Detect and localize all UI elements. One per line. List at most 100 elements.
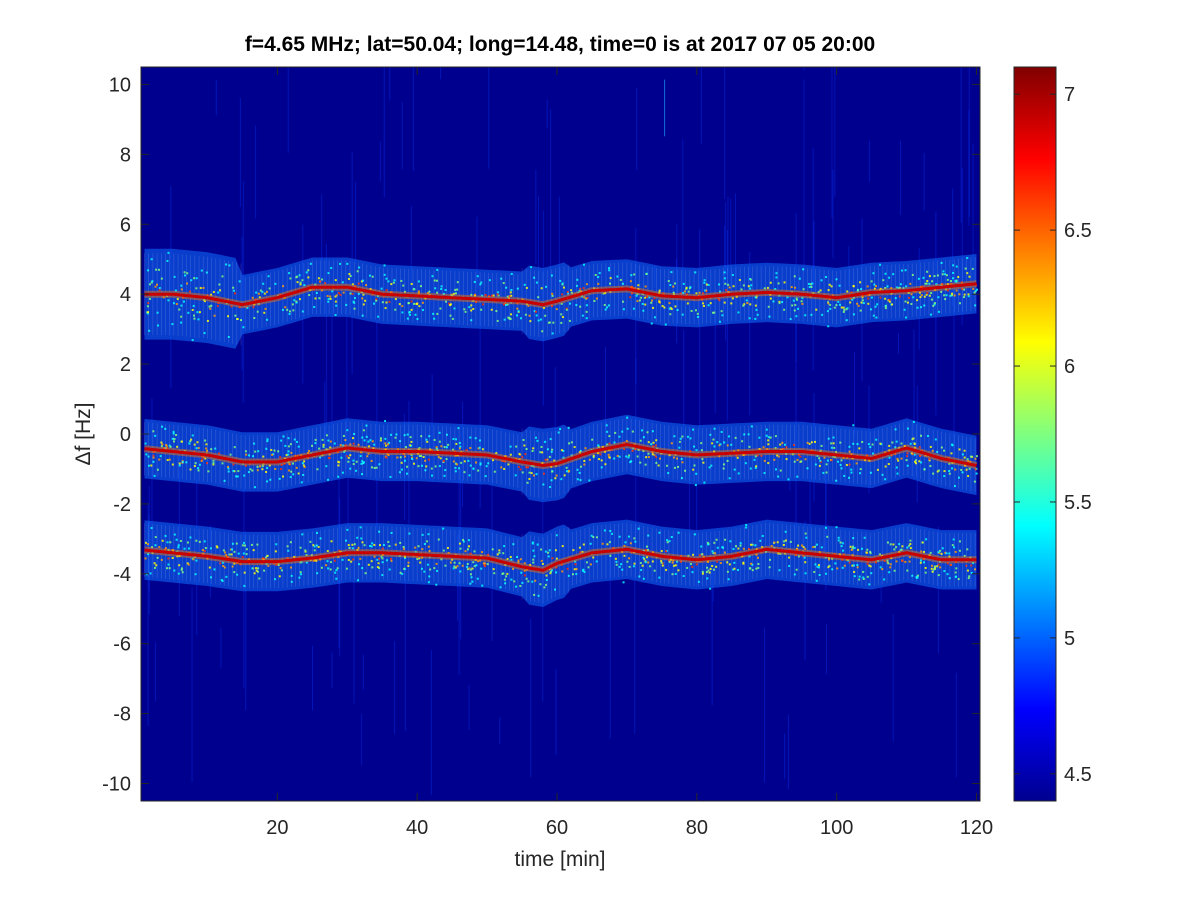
band-speckle <box>151 280 154 283</box>
band-speckle <box>303 460 306 463</box>
band-speckle <box>229 453 232 456</box>
band-speckle <box>918 291 921 294</box>
band-speckle <box>355 469 358 472</box>
band-speckle <box>900 269 903 272</box>
band-speckle <box>390 531 393 534</box>
band-speckle <box>637 288 640 291</box>
band-speckle <box>588 479 591 482</box>
band-speckle <box>916 306 919 309</box>
band-speckle <box>718 299 721 302</box>
band-speckle <box>214 447 217 450</box>
band-speckle <box>825 572 828 575</box>
band-speckle <box>920 461 923 464</box>
band-speckle <box>701 458 704 461</box>
band-speckle <box>749 278 752 281</box>
band-speckle <box>321 438 324 441</box>
band-speckle <box>513 580 516 583</box>
band-speckle <box>951 292 954 295</box>
band-speckle <box>796 307 799 310</box>
band-speckle <box>194 462 197 465</box>
band-speckle <box>537 296 540 299</box>
band-speckle <box>910 293 913 296</box>
band-speckle <box>528 477 531 480</box>
band-speckle <box>150 281 153 284</box>
band-speckle <box>837 539 840 542</box>
band-speckle <box>919 296 922 299</box>
band-speckle <box>469 436 472 439</box>
band-speckle <box>906 427 909 430</box>
band-speckle <box>848 476 851 479</box>
band-speckle <box>757 563 760 566</box>
band-speckle <box>401 311 404 314</box>
band-speckle <box>150 464 153 467</box>
band-speckle <box>524 453 527 456</box>
band-speckle <box>417 448 420 451</box>
band-speckle <box>945 552 948 555</box>
band-speckle <box>399 571 402 574</box>
band-speckle <box>857 304 860 307</box>
band-speckle <box>765 550 768 553</box>
band-speckle <box>521 581 524 584</box>
band-speckle <box>898 286 901 289</box>
band-speckle <box>373 466 376 469</box>
band-speckle <box>634 448 637 451</box>
band-speckle <box>779 552 782 555</box>
band-speckle <box>506 303 509 306</box>
band-speckle <box>200 269 203 272</box>
band-speckle <box>502 282 505 285</box>
band-speckle <box>314 438 317 441</box>
band-speckle <box>388 568 391 571</box>
band-speckle <box>536 543 539 546</box>
band-speckle <box>278 575 281 578</box>
band-speckle <box>504 302 507 305</box>
band-speckle <box>519 585 522 588</box>
band-speckle <box>560 321 563 324</box>
band-speckle <box>354 285 357 288</box>
band-speckle <box>226 556 229 559</box>
band-speckle <box>356 536 359 539</box>
band-speckle <box>186 272 189 275</box>
band-speckle <box>481 294 484 297</box>
band-speckle <box>467 459 470 462</box>
band-speckle <box>957 578 960 581</box>
band-speckle <box>296 440 299 443</box>
band-speckle <box>626 427 629 430</box>
band-speckle <box>235 475 238 478</box>
band-speckle <box>519 558 522 561</box>
band-speckle <box>835 526 838 529</box>
band-speckle <box>840 306 843 309</box>
band-speckle <box>591 438 594 441</box>
band-speckle <box>718 283 721 286</box>
band-speckle <box>928 275 931 278</box>
band-speckle <box>651 560 654 563</box>
band-speckle <box>723 441 726 444</box>
band-speckle <box>666 541 669 544</box>
band-speckle <box>677 531 680 534</box>
band-speckle <box>299 573 302 576</box>
band-speckle <box>713 427 716 430</box>
band-speckle <box>585 283 588 286</box>
band-speckle <box>204 439 207 442</box>
band-speckle <box>370 459 373 462</box>
band-speckle <box>287 453 290 456</box>
band-speckle <box>806 467 809 470</box>
band-speckle <box>965 468 968 471</box>
band-speckle <box>279 456 282 459</box>
band-speckle <box>376 295 379 298</box>
band-speckle <box>533 555 536 558</box>
band-speckle <box>889 563 892 566</box>
band-speckle <box>259 289 262 292</box>
band-speckle <box>183 547 186 550</box>
band-speckle <box>937 469 940 472</box>
band-speckle <box>742 562 745 565</box>
band-speckle <box>164 534 167 537</box>
band-speckle <box>645 556 648 559</box>
band-speckle <box>969 556 972 559</box>
band-speckle <box>548 567 551 570</box>
band-speckle <box>791 453 794 456</box>
band-speckle <box>674 572 677 575</box>
band-speckle <box>871 443 874 446</box>
band-speckle <box>469 446 472 449</box>
band-speckle <box>966 257 969 260</box>
band-speckle <box>195 277 198 280</box>
